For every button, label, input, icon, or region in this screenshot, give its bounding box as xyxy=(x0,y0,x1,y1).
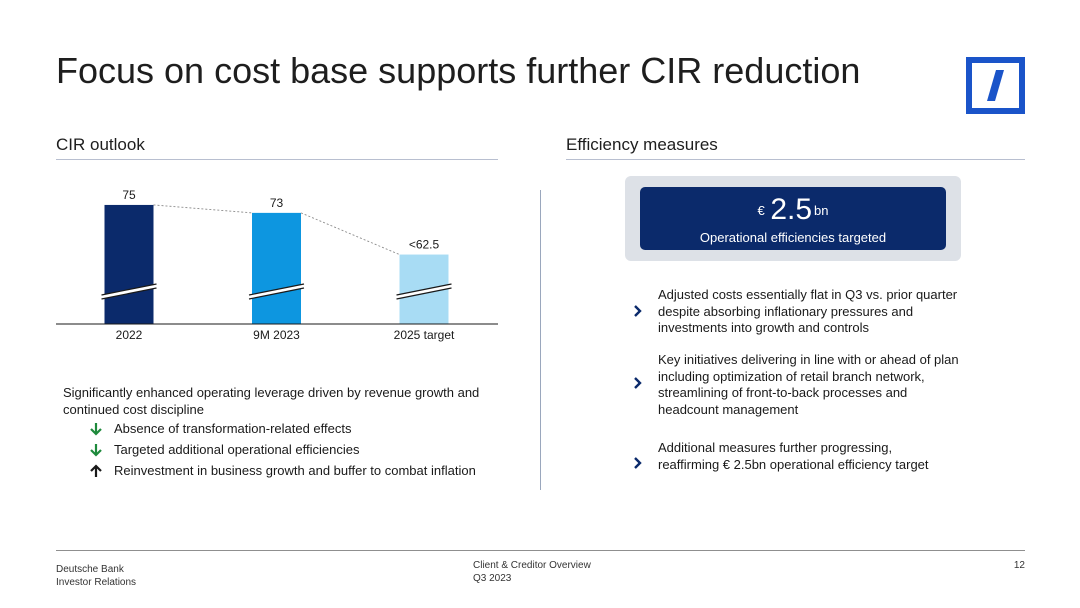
data-label: 75 xyxy=(122,188,136,202)
bar-9m-2023 xyxy=(252,212,301,324)
chevron-right-icon xyxy=(634,457,642,469)
kpi-value: € 2.5 bn xyxy=(640,193,946,227)
footer-document: Client & Creditor Overview Q3 2023 xyxy=(473,559,591,585)
bullet-text: Reinvestment in business growth and buff… xyxy=(114,463,476,478)
heading-rule xyxy=(56,159,498,160)
kpi-number: 2.5 xyxy=(770,193,813,226)
bullet-transformation-effects: Absence of transformation-related effect… xyxy=(88,421,488,438)
trend-connector xyxy=(300,212,400,255)
company-name: Deutsche Bank xyxy=(56,564,124,575)
axis-break-line xyxy=(101,287,157,300)
axis-break-line xyxy=(396,287,452,300)
category-label: 2025 target xyxy=(394,328,455,342)
trend-connector xyxy=(153,204,253,214)
axis-break-line xyxy=(248,287,305,300)
kpi-label: Operational efficiencies targeted xyxy=(699,230,887,245)
kpi-unit: bn xyxy=(814,203,829,218)
data-label: <62.5 xyxy=(409,238,440,252)
axis-break xyxy=(396,284,452,299)
document-title: Client & Creditor Overview xyxy=(473,560,591,571)
page-number: 12 xyxy=(1013,560,1025,571)
footer-company: Deutsche Bank Investor Relations xyxy=(56,563,136,589)
chevron-right-icon xyxy=(634,305,642,317)
bar-2022 xyxy=(104,204,154,324)
bullet-operational-efficiencies: Targeted additional operational efficien… xyxy=(88,442,488,459)
kpi-panel: € 2.5 bn Operational efficiencies targete… xyxy=(640,187,946,250)
axis-break-line xyxy=(101,283,157,296)
department-name: Investor Relations xyxy=(56,577,137,588)
cir-outlook-heading: CIR outlook xyxy=(56,135,145,154)
arrow-down-icon xyxy=(90,423,102,436)
document-period: Q3 2023 xyxy=(473,573,512,584)
cir-outlook-chart: 75 2022 73 9M 2023 <62.5 2025 target xyxy=(56,188,498,342)
category-label: 2022 xyxy=(116,328,143,342)
data-label: 73 xyxy=(270,196,284,210)
bullet-text: Targeted additional operational efficien… xyxy=(114,442,360,457)
page-title: Focus on cost base supports further CIR … xyxy=(56,50,861,91)
axis-break xyxy=(101,284,157,299)
measure-key-initiatives: Key initiatives delivering in line with … xyxy=(658,352,959,417)
axis-break-line xyxy=(248,283,305,296)
measure-adjusted-costs: Adjusted costs essentially flat in Q3 vs… xyxy=(658,287,958,335)
bullet-text: Absence of transformation-related effect… xyxy=(114,421,352,436)
axis-break-line xyxy=(396,283,452,296)
arrow-down-icon xyxy=(90,444,102,457)
category-label: 9M 2023 xyxy=(253,328,300,342)
footer-rule xyxy=(56,550,1025,551)
heading-rule xyxy=(566,159,1025,160)
arrow-up-icon xyxy=(90,464,102,477)
column-divider xyxy=(540,190,541,490)
measure-additional: Additional measures further progressing,… xyxy=(658,440,929,472)
bullet-reinvestment: Reinvestment in business growth and buff… xyxy=(88,463,488,497)
axis-break xyxy=(249,284,304,299)
kpi-currency: € xyxy=(757,203,765,218)
deutsche-bank-logo xyxy=(966,57,1025,114)
chevron-right-icon xyxy=(634,377,642,389)
operating-leverage-text: Significantly enhanced operating leverag… xyxy=(63,385,480,417)
efficiency-measures-heading: Efficiency measures xyxy=(566,135,718,154)
